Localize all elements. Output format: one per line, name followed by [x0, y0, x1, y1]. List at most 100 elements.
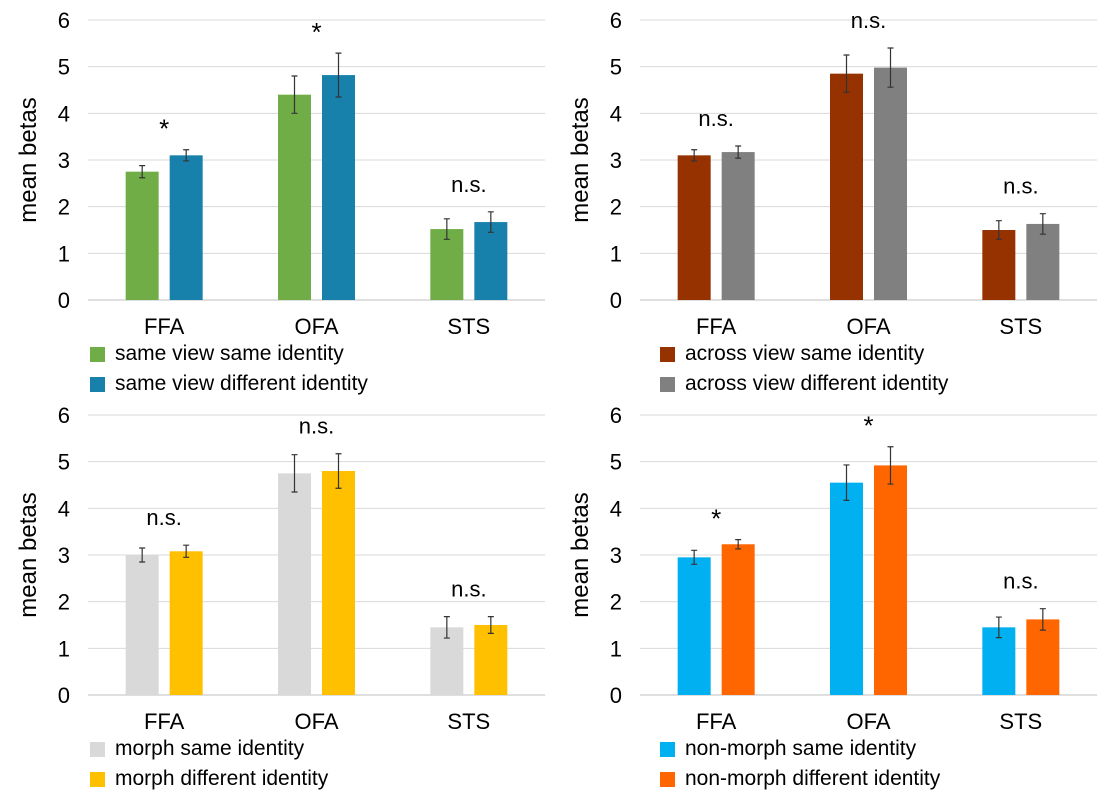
y-tick-label: 0 [58, 288, 70, 313]
y-tick-label: 1 [610, 636, 622, 661]
bar [1026, 619, 1060, 695]
y-tick-label: 3 [58, 148, 70, 173]
x-tick-label: FFA [144, 314, 185, 339]
x-tick-label: STS [999, 314, 1042, 339]
error-bar [291, 454, 298, 493]
y-tick-label: 6 [610, 8, 622, 33]
bar [169, 551, 203, 695]
chart-panel-3: 0 1 2 3 4 5 6 mean betas n.s. FFA n.s. OFA n.s. STS mo… [0, 395, 552, 790]
legend-label: morph different identity [115, 767, 329, 790]
bar [982, 230, 1016, 300]
bar [677, 557, 711, 695]
significance-annotation: n.s. [451, 172, 486, 197]
y-tick-label: 3 [58, 543, 70, 568]
y-tick-label: 2 [610, 590, 622, 615]
legend-label: same view same identity [115, 342, 344, 365]
error-bar [183, 149, 190, 162]
bar [830, 482, 863, 695]
error-bar [335, 453, 342, 489]
significance-annotation: n.s. [451, 577, 486, 602]
error-bar [995, 616, 1002, 639]
x-tick-label: OFA [294, 314, 338, 339]
x-tick-label: FFA [144, 709, 185, 734]
y-tick-label: 0 [58, 683, 70, 708]
y-axis-label: mean betas [567, 492, 594, 617]
y-tick-label: 4 [610, 101, 622, 126]
y-axis-label: mean betas [15, 492, 42, 617]
x-tick-label: STS [999, 709, 1042, 734]
y-tick-label: 6 [58, 8, 70, 33]
chart-panel-4: 0 1 2 3 4 5 6 mean betas * FFA * OFA n.s. STS non-morp… [552, 395, 1104, 790]
bar [278, 94, 311, 301]
significance-annotation: n.s. [1003, 569, 1038, 594]
significance-annotation: * [159, 114, 169, 144]
y-axis-label: mean betas [567, 97, 594, 222]
bar [874, 465, 907, 695]
significance-annotation: * [711, 504, 721, 534]
bar [982, 627, 1016, 695]
y-tick-label: 1 [58, 241, 70, 266]
error-bar [487, 616, 494, 634]
y-tick-label: 4 [58, 496, 70, 521]
chart-svg: 0 1 2 3 4 5 6 mean betas n.s. FFA n.s. OFA n.s. STS [567, 8, 1097, 339]
bar [1026, 223, 1060, 300]
error-bar [139, 165, 146, 179]
x-tick-label: OFA [294, 709, 338, 734]
error-bar [691, 149, 698, 162]
error-bar [1039, 608, 1046, 631]
bar [874, 67, 907, 300]
error-bar [335, 52, 342, 98]
error-bar [843, 54, 850, 93]
x-tick-label: FFA [696, 709, 737, 734]
y-tick-label: 0 [610, 288, 622, 313]
bar [125, 555, 159, 695]
bar [677, 155, 711, 300]
bar [125, 171, 159, 300]
error-bar [691, 549, 698, 565]
bar [474, 625, 508, 695]
error-bar [291, 75, 298, 114]
legend: across view same identity across view dif… [660, 339, 948, 399]
significance-annotation: n.s. [146, 505, 181, 530]
error-bar [443, 616, 450, 639]
legend-label: across view different identity [685, 372, 949, 395]
legend-swatch [90, 376, 105, 392]
y-tick-label: 6 [58, 403, 70, 428]
error-bar [139, 547, 146, 563]
bar [721, 544, 755, 695]
legend-label: non-morph different identity [685, 767, 941, 790]
y-axis-label: mean betas [15, 97, 42, 222]
x-tick-label: OFA [846, 709, 890, 734]
significance-annotation: n.s. [698, 106, 733, 131]
legend: morph same identity morph different ident… [90, 734, 328, 794]
y-tick-label: 4 [610, 496, 622, 521]
legend-item: non-morph different identity [660, 764, 940, 794]
legend-label: morph same identity [115, 737, 305, 760]
legend-swatch [90, 741, 105, 757]
y-tick-label: 1 [58, 636, 70, 661]
y-tick-label: 5 [610, 55, 622, 80]
error-bar [443, 218, 450, 240]
bar [430, 229, 464, 300]
bar [830, 73, 863, 301]
y-tick-label: 0 [610, 683, 622, 708]
chart-panel-1: 0 1 2 3 4 5 6 mean betas * FFA * OFA n.s. STS same vie… [0, 0, 552, 395]
y-tick-label: 3 [610, 543, 622, 568]
significance-annotation: n.s. [1003, 174, 1038, 199]
legend-label: same view different identity [115, 372, 368, 395]
y-tick-label: 1 [610, 241, 622, 266]
error-bar [735, 145, 742, 159]
y-tick-label: 4 [58, 101, 70, 126]
error-bar [887, 47, 894, 88]
significance-annotation: * [863, 411, 873, 441]
legend-label: across view same identity [685, 342, 925, 365]
legend-item: morph different identity [90, 764, 328, 794]
bar [721, 152, 755, 300]
x-tick-label: OFA [846, 314, 890, 339]
legend-swatch [660, 346, 675, 362]
y-tick-label: 2 [58, 195, 70, 220]
error-bar [183, 544, 190, 558]
y-tick-label: 3 [610, 148, 622, 173]
legend-swatch [660, 376, 675, 392]
